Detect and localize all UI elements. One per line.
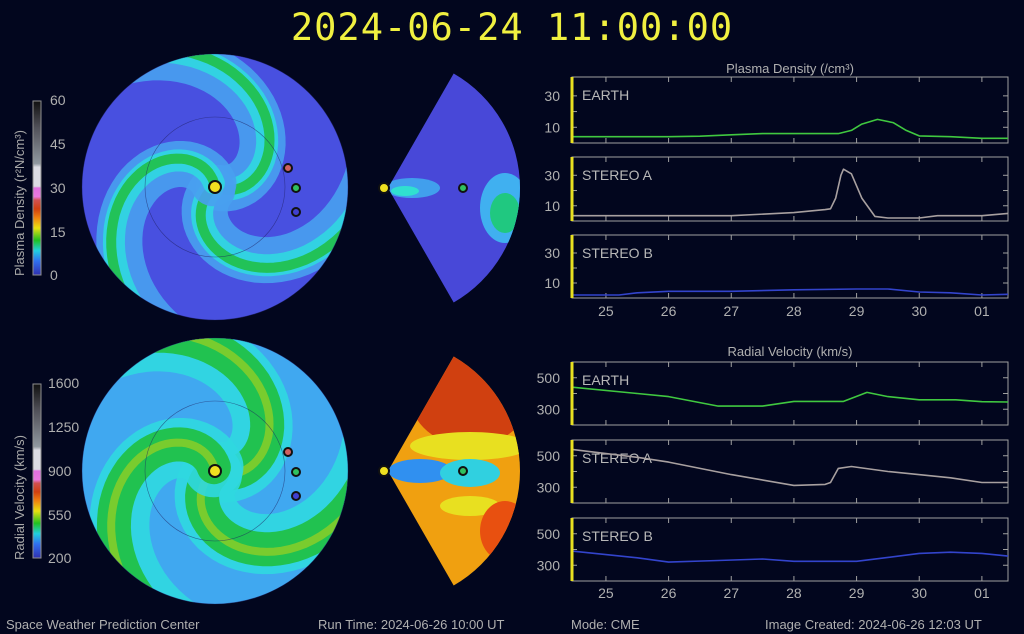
earth-marker	[291, 183, 301, 193]
timeseries-panel-earth: 30 10 EARTH	[544, 76, 1009, 144]
series-label: STEREO A	[582, 450, 653, 466]
earth-marker	[458, 466, 468, 476]
y-tick-label: 10	[544, 198, 560, 214]
timeseries-panel-stereo-b: 500 300 STEREO B	[537, 517, 1009, 582]
y-tick-label: 300	[537, 557, 561, 573]
timeseries-panel-stereo-b: 30 10 STEREO B	[544, 234, 1009, 299]
density-ecliptic-disc	[82, 54, 348, 320]
velocity-colorbar	[32, 383, 42, 559]
density-colorbar-label: Plasma Density (r²N/cm³)	[12, 130, 27, 276]
density-tick: 45	[50, 136, 66, 152]
density-meridional-wedge	[388, 73, 521, 303]
y-tick-label: 10	[544, 119, 560, 135]
footer-mode: Mode: CME	[571, 617, 640, 632]
timeseries-panel-earth: 500 300 EARTH	[537, 361, 1009, 426]
series-line-earth	[572, 118, 1008, 140]
y-tick-label: 30	[544, 88, 560, 104]
velocity-tick: 1600	[48, 375, 80, 391]
sun-icon	[378, 182, 390, 194]
y-tick-label: 300	[537, 401, 561, 417]
solar-wind-stream	[106, 153, 269, 320]
y-tick-label: 30	[544, 167, 560, 183]
earth-marker	[458, 183, 468, 193]
solar-wind-stream	[107, 438, 268, 604]
stereo-b-marker	[291, 491, 301, 501]
sun-icon	[378, 465, 390, 477]
model-datetime-title: 2024-06-24 11:00:00	[290, 6, 734, 49]
series-label: STEREO B	[582, 528, 653, 544]
y-tick-label: 30	[544, 245, 560, 261]
y-tick-label: 300	[537, 479, 561, 495]
footer-org: Space Weather Prediction Center	[6, 617, 200, 632]
x-tick-label: 27	[723, 303, 739, 319]
y-tick-label: 10	[544, 275, 560, 291]
density-tick: 60	[50, 92, 66, 108]
velocity-meridional-wedge	[388, 356, 520, 586]
velocity-tick: 550	[48, 507, 72, 523]
velocity-ecliptic-disc	[82, 338, 348, 604]
density-tick: 30	[50, 180, 66, 196]
density-tick: 0	[50, 267, 58, 283]
sun-icon	[208, 464, 222, 478]
series-line-stereo-b	[572, 288, 1009, 296]
x-tick-label: 29	[849, 303, 865, 319]
earth-marker	[291, 467, 301, 477]
solar-wind-stream	[195, 56, 348, 273]
x-tick-label: 01	[974, 303, 990, 319]
x-tick-label: 26	[661, 303, 677, 319]
velocity-tick: 200	[48, 550, 72, 566]
x-tick-label: 28	[786, 303, 802, 319]
velocity-tick: 1250	[48, 419, 80, 435]
y-tick-label: 500	[537, 370, 561, 386]
series-line-earth	[571, 386, 1009, 407]
velocity-tick: 900	[48, 463, 72, 479]
x-tick-label: 30	[911, 303, 927, 319]
y-tick-label: 500	[537, 526, 561, 542]
x-tick-label: 27	[723, 585, 739, 601]
timeseries-panel-stereo-a: 30 10 STEREO A	[544, 156, 1009, 222]
series-line-stereo-a	[572, 168, 1009, 219]
solar-wind-stream	[196, 341, 348, 556]
series-label: STEREO A	[582, 167, 653, 183]
velocity-colorbar-label: Radial Velocity (km/s)	[12, 435, 27, 560]
density-plot-title: Plasma Density (/cm³)	[726, 61, 854, 76]
y-tick-label: 500	[537, 448, 561, 464]
series-label: EARTH	[582, 372, 629, 388]
x-tick-label: 25	[598, 303, 614, 319]
x-tick-label: 25	[598, 585, 614, 601]
stereo-a-marker	[283, 163, 293, 173]
footer-run-time: Run Time: 2024-06-26 10:00 UT	[318, 617, 505, 632]
series-label: STEREO B	[582, 245, 653, 261]
x-tick-label: 28	[786, 585, 802, 601]
series-line-stereo-a	[571, 448, 1008, 487]
x-tick-label: 26	[661, 585, 677, 601]
series-line-stereo-b	[571, 550, 1009, 563]
timeseries-panel-stereo-a: 500 300 STEREO A	[537, 439, 1009, 504]
x-tick-label: 30	[911, 585, 927, 601]
x-tick-label: 01	[974, 585, 990, 601]
x-tick-label: 29	[849, 585, 865, 601]
stereo-a-marker	[283, 447, 293, 457]
series-label: EARTH	[582, 87, 629, 103]
stereo-b-marker	[291, 207, 301, 217]
footer-image-created: Image Created: 2024-06-26 12:03 UT	[765, 617, 982, 632]
density-colorbar	[32, 100, 42, 276]
sun-icon	[208, 180, 222, 194]
velocity-plot-title: Radial Velocity (km/s)	[727, 344, 853, 359]
density-tick: 15	[50, 224, 66, 240]
